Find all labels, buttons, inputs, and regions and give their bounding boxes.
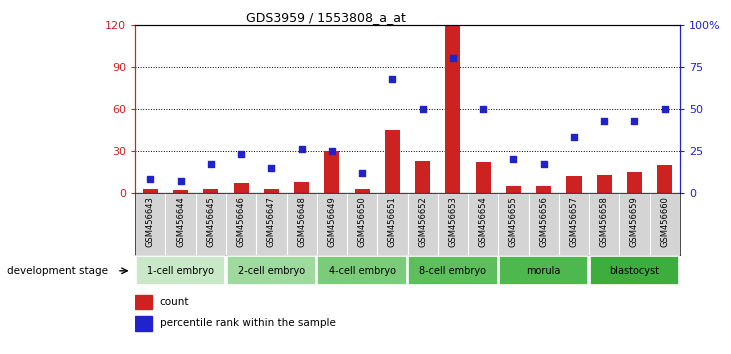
Point <box>507 156 519 162</box>
FancyBboxPatch shape <box>590 256 679 285</box>
Text: GSM456656: GSM456656 <box>539 196 548 247</box>
Text: GSM456644: GSM456644 <box>176 196 185 247</box>
Point <box>326 148 338 154</box>
Text: GSM456657: GSM456657 <box>569 196 578 247</box>
Text: GSM456647: GSM456647 <box>267 196 276 247</box>
FancyBboxPatch shape <box>499 256 588 285</box>
Text: GDS3959 / 1553808_a_at: GDS3959 / 1553808_a_at <box>246 11 406 24</box>
Bar <box>143 189 158 193</box>
Bar <box>355 189 370 193</box>
Bar <box>385 130 400 193</box>
Bar <box>294 182 309 193</box>
Bar <box>657 165 673 193</box>
Text: GSM456646: GSM456646 <box>237 196 246 247</box>
Text: GSM456652: GSM456652 <box>418 196 427 247</box>
Point <box>296 147 308 152</box>
Text: 8-cell embryo: 8-cell embryo <box>420 266 486 276</box>
Point <box>356 170 368 176</box>
Point <box>568 135 580 140</box>
Text: development stage: development stage <box>7 266 108 276</box>
Text: GSM456660: GSM456660 <box>660 196 669 247</box>
Point <box>538 161 550 167</box>
Bar <box>596 175 612 193</box>
Point <box>235 152 247 157</box>
Text: GSM456648: GSM456648 <box>297 196 306 247</box>
Point <box>387 76 398 81</box>
Text: GSM456650: GSM456650 <box>357 196 367 247</box>
Bar <box>234 183 249 193</box>
Text: 1-cell embryo: 1-cell embryo <box>147 266 214 276</box>
Text: GSM456643: GSM456643 <box>146 196 155 247</box>
Text: count: count <box>160 297 189 307</box>
Point <box>477 106 489 112</box>
Text: GSM456651: GSM456651 <box>388 196 397 247</box>
FancyBboxPatch shape <box>408 256 498 285</box>
Text: GSM456658: GSM456658 <box>599 196 609 247</box>
Point <box>417 106 428 112</box>
Text: GSM456659: GSM456659 <box>630 196 639 247</box>
Bar <box>173 190 188 193</box>
Point <box>205 161 216 167</box>
Text: 4-cell embryo: 4-cell embryo <box>329 266 395 276</box>
Point <box>265 165 277 171</box>
Bar <box>476 162 491 193</box>
Bar <box>264 189 279 193</box>
Text: percentile rank within the sample: percentile rank within the sample <box>160 318 336 329</box>
FancyBboxPatch shape <box>227 256 317 285</box>
Text: morula: morula <box>526 266 561 276</box>
Point <box>599 118 610 124</box>
Bar <box>203 189 219 193</box>
Text: GSM456654: GSM456654 <box>479 196 488 247</box>
Point <box>175 178 186 184</box>
Point <box>145 177 156 182</box>
Bar <box>536 186 551 193</box>
Bar <box>506 186 521 193</box>
Point <box>659 106 670 112</box>
Bar <box>445 25 461 193</box>
Text: GSM456649: GSM456649 <box>327 196 336 247</box>
Text: GSM456653: GSM456653 <box>448 196 458 247</box>
FancyBboxPatch shape <box>317 256 407 285</box>
Text: GSM456655: GSM456655 <box>509 196 518 247</box>
Text: GSM456645: GSM456645 <box>206 196 216 247</box>
Bar <box>415 161 431 193</box>
Point <box>447 56 459 61</box>
Bar <box>627 172 642 193</box>
Bar <box>135 295 151 309</box>
Text: blastocyst: blastocyst <box>610 266 659 276</box>
Bar <box>135 316 151 331</box>
Text: 2-cell embryo: 2-cell embryo <box>238 266 305 276</box>
Point <box>629 118 640 124</box>
FancyBboxPatch shape <box>136 256 225 285</box>
Bar <box>567 176 581 193</box>
Bar <box>325 151 339 193</box>
